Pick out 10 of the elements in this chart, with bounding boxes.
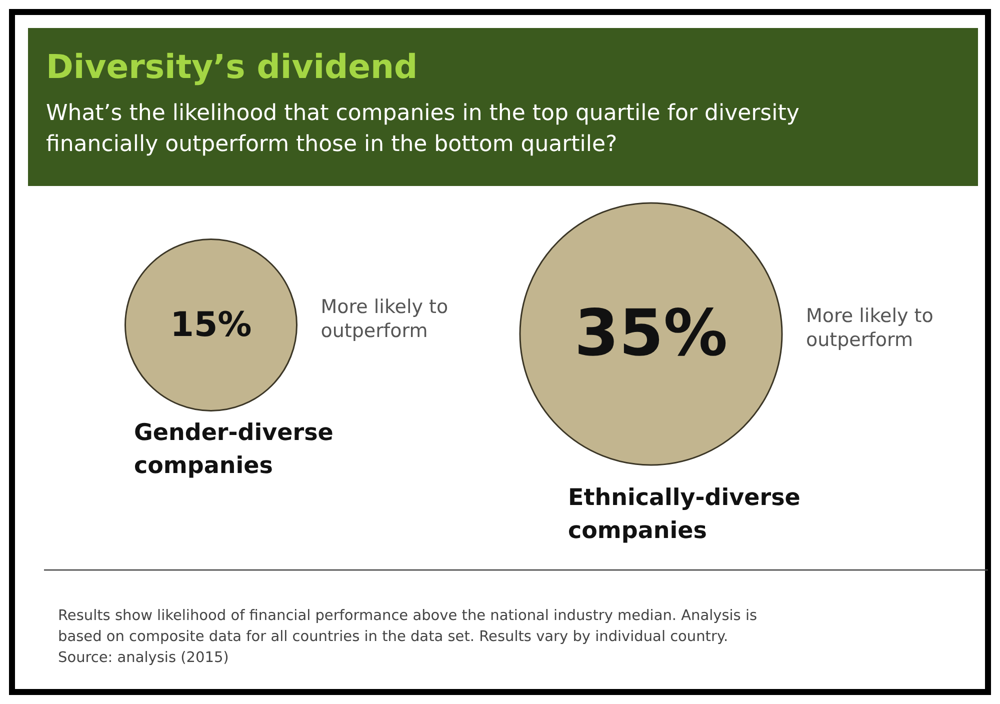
category-label: Gender-diverse companies <box>134 420 334 479</box>
text: What’s the likelihood that companies in the top quartile for diversity financially outperform those in the bottom quartile? <box>46 101 800 157</box>
text: More likely to outperform <box>806 305 934 351</box>
text: More likely to outperform <box>320 296 448 342</box>
category-label: Ethnically-diverse companies <box>568 485 800 544</box>
source-note: Source: analysis (2015) <box>58 650 229 666</box>
data-label: 15% <box>170 305 252 345</box>
text: Results show likelihood of financial performance above the national industry median. Analysis is based on composite data for all countries in the data set. Results vary by individual country. <box>58 608 758 645</box>
text: Diversity’s dividend <box>46 47 418 86</box>
data-label: 35% <box>574 297 728 371</box>
